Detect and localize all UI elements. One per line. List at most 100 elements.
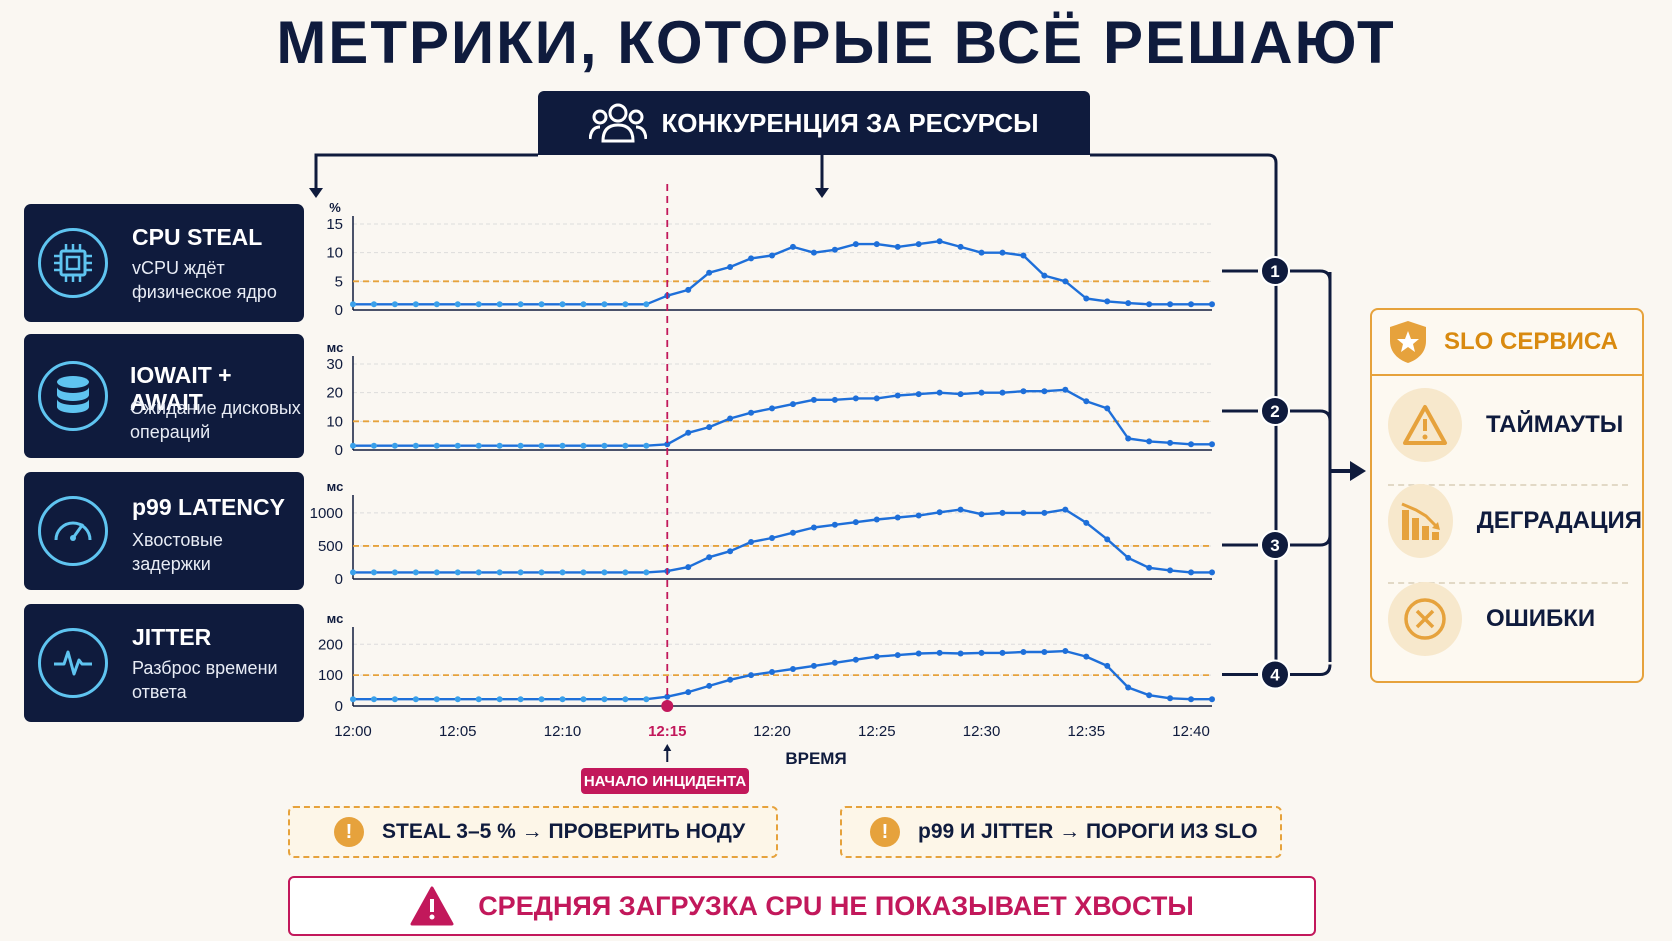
number-to-slo-connector: [1290, 534, 1332, 547]
data-point: [580, 569, 587, 576]
data-point: [706, 554, 713, 561]
data-point: [789, 243, 796, 250]
data-point: [412, 301, 419, 308]
header-label: КОНКУРЕНЦИЯ ЗА РЕСУРСЫ: [661, 107, 1039, 138]
x-tick-label: 12:40: [1172, 723, 1210, 740]
data-point: [978, 389, 985, 396]
slo-title: SLO СЕРВИСА: [1444, 328, 1618, 355]
data-point: [412, 696, 419, 703]
y-tick-label: 100: [318, 667, 343, 684]
data-point: [370, 442, 377, 449]
data-point: [831, 396, 838, 403]
data-point: [1041, 648, 1048, 655]
data-point: [831, 521, 838, 528]
data-point: [810, 662, 817, 669]
database-icon: [38, 361, 108, 431]
data-point: [601, 301, 608, 308]
data-point: [852, 241, 859, 248]
data-point: [748, 538, 755, 545]
data-point: [1209, 569, 1215, 576]
data-point: [769, 669, 776, 676]
shield-star-icon: [1390, 321, 1426, 363]
data-point: [727, 415, 734, 422]
data-point: [789, 401, 796, 408]
data-point: [391, 301, 398, 308]
data-point: [685, 564, 692, 571]
data-point: [391, 696, 398, 703]
y-unit-label: %: [329, 200, 341, 215]
data-point: [454, 696, 461, 703]
y-tick-label: 0: [335, 442, 343, 459]
y-tick-label: 15: [326, 216, 343, 233]
note-text: p99 И JITTER → ПОРОГИ ИЗ SLO: [918, 820, 1258, 843]
data-point: [936, 649, 943, 656]
incident-start-badge: НАЧАЛО ИНЦИДЕНТА: [581, 768, 749, 794]
data-point: [915, 241, 922, 248]
number-badge-label: 4: [1270, 666, 1280, 685]
data-point: [1146, 564, 1153, 571]
data-point: [622, 301, 629, 308]
data-point: [1104, 662, 1111, 669]
number-badge: [1260, 659, 1290, 690]
x-axis-label: ВРЕМЯ: [785, 749, 847, 768]
data-point: [433, 696, 440, 703]
data-point: [1167, 567, 1174, 574]
data-point: [475, 301, 482, 308]
data-point: [454, 301, 461, 308]
data-point: [601, 696, 608, 703]
card-desc-line2: ответа: [132, 682, 187, 702]
data-point: [727, 548, 734, 555]
y-tick-label: 20: [326, 385, 343, 402]
data-point: [936, 389, 943, 396]
x-tick-label: 12:20: [753, 723, 791, 740]
data-point: [1104, 536, 1111, 543]
series-line: [353, 388, 1212, 447]
slo-item-label: ТАЙМАУТЫ: [1486, 411, 1624, 438]
data-point: [391, 442, 398, 449]
data-point: [957, 650, 964, 657]
data-point: [391, 569, 398, 576]
data-point: [957, 243, 964, 250]
number-to-slo-connector: [1290, 269, 1332, 282]
card-cpu-steal: CPU STEAL vCPU ждёт физическое ядро: [24, 204, 304, 322]
card-title: IOWAIT + AWAIT: [130, 362, 232, 415]
data-point: [1041, 509, 1048, 516]
data-point: [1020, 388, 1027, 395]
x-circle-icon: [1388, 582, 1462, 656]
note-p99-jitter: ! p99 И JITTER → ПОРОГИ ИЗ SLO: [840, 806, 1282, 858]
data-point: [580, 442, 587, 449]
data-point: [999, 509, 1006, 516]
data-point: [727, 676, 734, 683]
data-point: [538, 569, 545, 576]
card-p99-latency: p99 LATENCY Хвостовые задержки: [24, 472, 304, 590]
data-point: [538, 442, 545, 449]
data-point: [810, 524, 817, 531]
data-point: [1125, 684, 1132, 691]
data-point: [475, 696, 482, 703]
incident-marker: [661, 700, 674, 712]
data-point: [873, 653, 880, 660]
slo-item-label: ДЕГРАДАЦИЯ: [1476, 507, 1642, 534]
divider: [1388, 582, 1628, 584]
data-point: [496, 569, 503, 576]
data-point: [1167, 301, 1174, 308]
arrow-down-icon: [309, 188, 323, 198]
data-point: [1020, 252, 1027, 259]
data-point: [706, 682, 713, 689]
data-point: [1104, 298, 1111, 305]
resource-contention-header: КОНКУРЕНЦИЯ ЗА РЕСУРСЫ: [538, 91, 1090, 155]
number-badge: [1260, 256, 1290, 286]
data-point: [517, 442, 524, 449]
data-point: [1125, 300, 1132, 307]
y-unit-label: мс: [327, 340, 344, 355]
data-point: [873, 516, 880, 523]
y-tick-label: 1000: [310, 505, 343, 522]
users-icon: [589, 103, 648, 143]
y-tick-label: 0: [335, 302, 343, 319]
y-unit-label: мс: [327, 479, 344, 494]
data-point: [433, 442, 440, 449]
data-point: [1020, 648, 1027, 655]
exclamation-icon: !: [870, 817, 900, 847]
data-point: [915, 391, 922, 398]
data-point: [559, 569, 566, 576]
